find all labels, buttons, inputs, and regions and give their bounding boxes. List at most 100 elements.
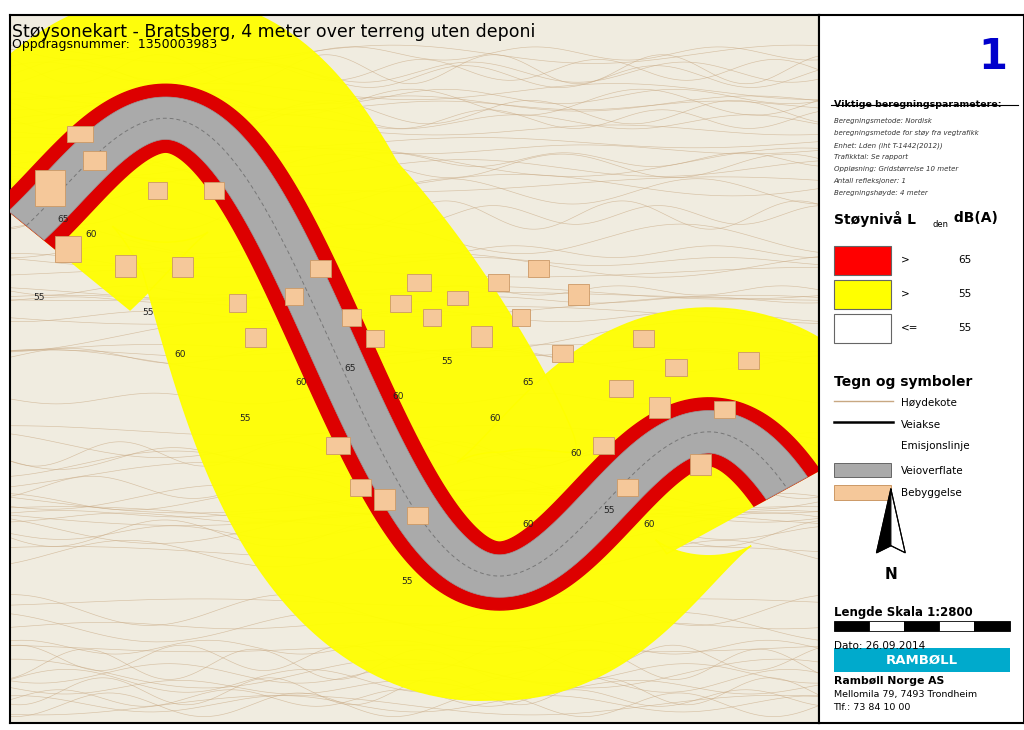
Text: 65: 65 <box>57 215 69 224</box>
Bar <box>552 345 573 361</box>
Text: 60: 60 <box>296 378 307 388</box>
Text: Viktige beregningsparametere:: Viktige beregningsparametere: <box>834 99 1001 109</box>
Text: 55: 55 <box>239 414 251 423</box>
Text: 1: 1 <box>979 36 1008 78</box>
Bar <box>904 620 939 631</box>
Text: N: N <box>885 567 897 582</box>
Bar <box>447 291 468 305</box>
Bar <box>690 453 711 475</box>
Bar <box>834 463 891 477</box>
Text: Tlf.: 73 84 10 00: Tlf.: 73 84 10 00 <box>834 703 911 712</box>
Text: 55: 55 <box>33 293 44 302</box>
Text: 60: 60 <box>393 393 404 402</box>
Bar <box>147 182 167 199</box>
Bar <box>834 246 891 274</box>
Text: 60: 60 <box>489 414 502 423</box>
Text: 60: 60 <box>570 449 583 458</box>
Text: den: den <box>933 220 949 229</box>
Polygon shape <box>0 84 820 610</box>
Text: Bebyggelse: Bebyggelse <box>901 488 962 499</box>
Bar <box>834 648 1010 672</box>
Bar <box>326 437 350 453</box>
Text: 55: 55 <box>958 323 972 333</box>
Bar <box>939 620 975 631</box>
Bar <box>649 397 671 418</box>
Text: Oppløsning: Gridstørrelse 10 meter: Oppløsning: Gridstørrelse 10 meter <box>834 166 957 172</box>
Text: 65: 65 <box>344 364 355 373</box>
Text: 55: 55 <box>958 288 972 299</box>
Text: >: > <box>901 255 910 265</box>
Bar <box>116 255 136 277</box>
Text: Mellomila 79, 7493 Trondheim: Mellomila 79, 7493 Trondheim <box>834 690 977 699</box>
Bar <box>54 236 81 262</box>
Bar <box>616 479 638 496</box>
Text: Rambøll Norge AS: Rambøll Norge AS <box>834 676 944 686</box>
Text: 60: 60 <box>174 350 186 359</box>
Bar <box>205 182 224 199</box>
Text: Oppdragsnummer:  1350003983: Oppdragsnummer: 1350003983 <box>12 38 217 51</box>
Text: Beregningsmetode: Nordisk: Beregningsmetode: Nordisk <box>834 118 931 124</box>
Bar <box>593 437 613 453</box>
Text: 55: 55 <box>400 577 413 585</box>
Text: 65: 65 <box>522 378 534 388</box>
Bar <box>738 352 760 369</box>
Text: 60: 60 <box>522 520 534 529</box>
Bar <box>834 314 891 342</box>
Text: Beregningshøyde: 4 meter: Beregningshøyde: 4 meter <box>834 191 928 196</box>
Text: Lengde Skala 1:2800: Lengde Skala 1:2800 <box>834 606 972 619</box>
Text: >: > <box>901 288 910 299</box>
Bar <box>975 620 1010 631</box>
Bar <box>423 310 440 326</box>
Bar <box>67 126 93 142</box>
Bar <box>245 328 266 347</box>
Bar <box>834 485 891 499</box>
Polygon shape <box>0 0 907 700</box>
Text: 60: 60 <box>643 520 655 529</box>
Bar <box>868 620 904 631</box>
Bar <box>834 620 868 631</box>
Polygon shape <box>877 489 891 553</box>
Bar <box>286 288 303 305</box>
Bar <box>471 326 493 347</box>
Text: Høydekote: Høydekote <box>901 399 957 408</box>
Bar <box>342 310 361 326</box>
Text: beregningsmetode for støy fra vegtrafikk: beregningsmetode for støy fra vegtrafikk <box>834 130 978 136</box>
Bar <box>568 284 590 305</box>
Text: Enhet: Lden (iht T-1442(2012)): Enhet: Lden (iht T-1442(2012)) <box>834 142 942 149</box>
Text: 60: 60 <box>85 230 97 239</box>
Text: 65: 65 <box>958 255 972 265</box>
Bar <box>309 260 331 277</box>
Bar <box>407 274 431 291</box>
Bar <box>714 402 735 418</box>
Text: 55: 55 <box>603 506 614 515</box>
Bar <box>487 274 509 291</box>
Text: <=: <= <box>901 323 919 333</box>
Bar <box>834 280 891 309</box>
Text: Veiakse: Veiakse <box>901 420 941 429</box>
Bar <box>512 310 529 326</box>
Bar <box>172 257 194 277</box>
Text: RAMBØLL: RAMBØLL <box>886 653 957 666</box>
Bar <box>666 358 686 376</box>
Text: dB(A): dB(A) <box>949 211 998 225</box>
Bar <box>367 331 384 347</box>
Bar <box>35 170 66 206</box>
Bar <box>633 331 654 347</box>
Text: 55: 55 <box>142 307 154 317</box>
Text: Veioverflate: Veioverflate <box>901 466 964 476</box>
Text: Tegn og symboler: Tegn og symboler <box>834 375 972 389</box>
Bar <box>83 150 105 170</box>
Bar <box>390 295 412 312</box>
Bar <box>609 380 633 397</box>
Text: Emisjonslinje: Emisjonslinje <box>901 441 970 451</box>
Polygon shape <box>891 489 905 553</box>
Text: Dato: 26.09.2014: Dato: 26.09.2014 <box>834 641 925 651</box>
Text: Trafikktal: Se rapport: Trafikktal: Se rapport <box>834 154 907 160</box>
Bar <box>407 507 428 524</box>
Text: 55: 55 <box>441 357 453 366</box>
Text: Støysonekart - Bratsberg, 4 meter over terreng uten deponi: Støysonekart - Bratsberg, 4 meter over t… <box>12 23 536 42</box>
Bar <box>528 260 549 277</box>
Text: Antall refleksjoner: 1: Antall refleksjoner: 1 <box>834 178 906 184</box>
Text: Støynivå L: Støynivå L <box>834 211 915 227</box>
Bar <box>350 479 371 496</box>
